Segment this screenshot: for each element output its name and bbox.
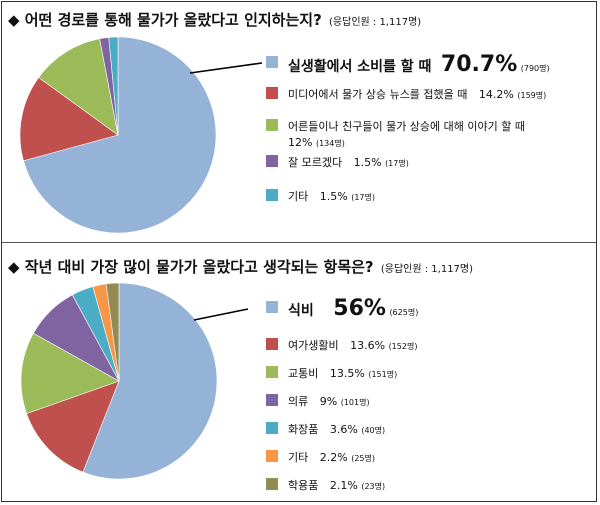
legend-swatch (266, 56, 278, 68)
chart1-pie-slice-1 (23, 36, 217, 234)
legend-percent: 14.2% (478, 88, 514, 101)
legend-label: 화장품 (288, 423, 319, 436)
legend-percent: 13.6% (350, 339, 386, 352)
legend-count: (25명) (351, 454, 375, 463)
legend-percent: 1.5% (319, 190, 348, 203)
chart1-pie-slice-3 (38, 38, 119, 136)
legend-swatch (266, 394, 278, 406)
chart1-respondents-note: (응답인원 : 1,117명) (329, 17, 422, 28)
legend-label: 식비 (288, 303, 314, 319)
chart2-leader-line (193, 308, 249, 321)
legend-swatch (266, 87, 278, 99)
chart1-title: ◆ 어떤 경로를 통해 물가가 올랐다고 인지하는지? (응답인원 : 1,11… (8, 9, 421, 30)
legend-percent: 56% (333, 296, 386, 321)
legend-label: 교통비 (288, 367, 319, 380)
legend-count: (790명) (520, 64, 550, 73)
legend-swatch (266, 450, 278, 462)
chart2-title-text: ◆ 작년 대비 가장 많이 물가가 올랐다고 생각되는 항목은? (8, 258, 374, 276)
legend-count: (17명) (351, 193, 375, 202)
legend-label: 실생활에서 소비를 할 때 (288, 59, 432, 75)
chart1-leader-line (189, 62, 263, 74)
chart2-respondents-note: (응답인원 : 1,117명) (380, 264, 474, 275)
legend-label: 기타 (288, 451, 309, 464)
legend-count: (40명) (361, 426, 386, 435)
legend-count: (101명) (340, 398, 370, 407)
chart2-pie-slice-1 (82, 282, 218, 480)
chart2-title: ◆ 작년 대비 가장 많이 물가가 올랐다고 생각되는 항목은? (응답인원 :… (8, 256, 473, 277)
legend-label: 미디어에서 물가 상승 뉴스를 접했을 때 (288, 88, 468, 101)
legend-count: (23명) (361, 482, 386, 491)
legend-swatch (266, 338, 278, 350)
legend-percent: 13.5% (329, 367, 365, 380)
legend-label: 기타 (288, 190, 309, 203)
chart2-pie-slice-3 (20, 332, 120, 415)
legend-percent: 1.5% (353, 156, 382, 169)
legend-count: (134명) (315, 139, 345, 148)
legend-count: (17명) (385, 159, 409, 168)
chart2-pie-slice-2 (26, 380, 120, 473)
legend-label: 의류 (288, 395, 309, 408)
legend-swatch (266, 301, 278, 313)
chart1-title-text: ◆ 어떤 경로를 통해 물가가 올랐다고 인지하는지? (8, 11, 322, 29)
legend-percent: 2.1% (329, 479, 358, 492)
chart1-pie-slice-5 (108, 36, 119, 136)
legend-percent: 3.6% (329, 423, 358, 436)
legend-percent: 12% (288, 136, 313, 149)
legend-percent: 70.7% (440, 52, 518, 77)
legend-count: (152명) (388, 342, 418, 351)
legend-percent: 2.2% (319, 451, 348, 464)
legend-swatch (266, 366, 278, 378)
chart1-pie-slice-2 (19, 77, 119, 162)
legend-label: 어른들이나 친구들이 물가 상승에 대해 이야기 할 때 (288, 120, 525, 133)
legend-count: (625명) (389, 308, 419, 317)
legend-percent: 9% (319, 395, 338, 408)
legend-swatch (266, 155, 278, 167)
legend-swatch (266, 189, 278, 201)
section-divider (2, 242, 596, 243)
legend-count: (159명) (517, 91, 547, 100)
legend-swatch (266, 478, 278, 490)
legend-swatch (266, 422, 278, 434)
legend-label: 잘 모르겠다 (288, 156, 343, 169)
chart2-pie-slice-7 (105, 282, 120, 382)
legend-count: (151명) (368, 370, 398, 379)
legend-swatch (266, 119, 278, 131)
legend-label: 학용품 (288, 479, 319, 492)
legend-label: 여가생활비 (288, 339, 339, 352)
